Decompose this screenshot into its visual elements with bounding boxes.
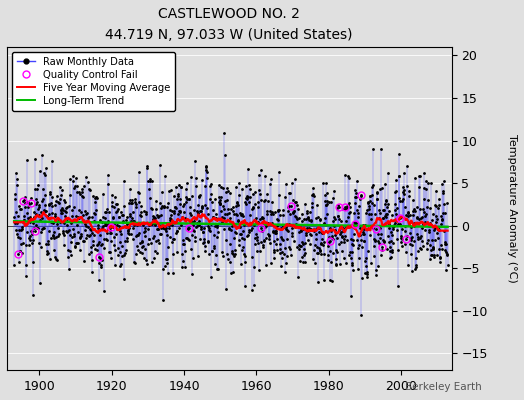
Title: CASTLEWOOD NO. 2
44.719 N, 97.033 W (United States): CASTLEWOOD NO. 2 44.719 N, 97.033 W (Uni… [105, 7, 353, 42]
Y-axis label: Temperature Anomaly (°C): Temperature Anomaly (°C) [507, 134, 517, 283]
Legend: Raw Monthly Data, Quality Control Fail, Five Year Moving Average, Long-Term Tren: Raw Monthly Data, Quality Control Fail, … [12, 52, 176, 111]
Text: Berkeley Earth: Berkeley Earth [406, 382, 482, 392]
